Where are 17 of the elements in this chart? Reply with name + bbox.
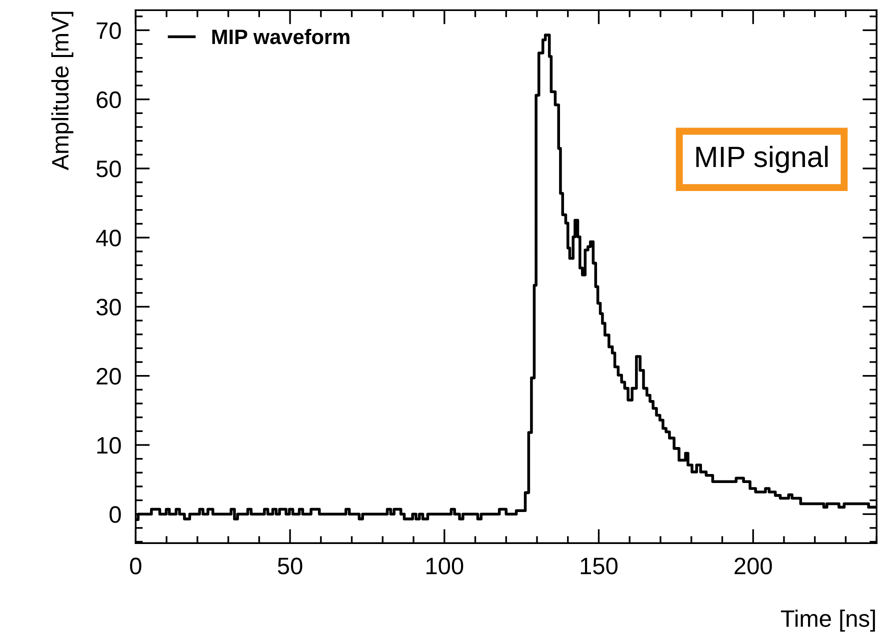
annotation: MIP signal: [696, 146, 828, 173]
x-axis-title: Time [ns]: [780, 610, 875, 632]
y-tick-label: 20: [96, 368, 121, 385]
y-tick-label: 0: [110, 506, 121, 523]
y-axis-title: Amplitude [mV]: [51, 12, 74, 170]
x-tick-label: 0: [130, 558, 142, 574]
y-tick-label: 30: [96, 298, 121, 316]
y-tick-label: 50: [96, 160, 121, 178]
y-tick-label: 40: [96, 230, 121, 246]
x-tick-label: 200: [734, 558, 772, 574]
y-tick-label: 70: [96, 22, 121, 40]
x-tick-label: 50: [278, 558, 302, 574]
y-tick-label: 10: [97, 437, 121, 454]
x-tick-label: 150: [580, 558, 618, 574]
legend-label: MIP waveform: [212, 28, 350, 44]
x-tick-label: 100: [426, 558, 464, 574]
y-tick-label: 60: [96, 91, 121, 108]
